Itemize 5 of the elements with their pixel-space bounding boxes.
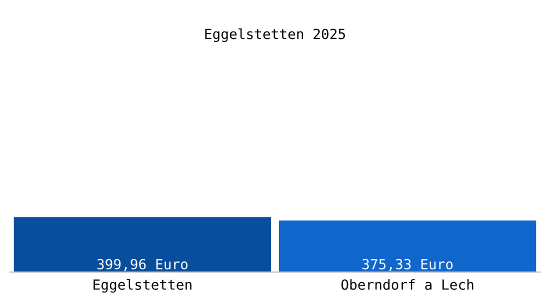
x-tick-label: Eggelstetten <box>94 279 192 293</box>
data-label: 375,33 Euro <box>362 258 453 272</box>
data-label: 399,96 Euro <box>97 258 188 272</box>
chart-title: Eggelstetten 2025 <box>205 28 345 42</box>
x-tick-label: Oberndorf a Lech <box>341 279 474 290</box>
